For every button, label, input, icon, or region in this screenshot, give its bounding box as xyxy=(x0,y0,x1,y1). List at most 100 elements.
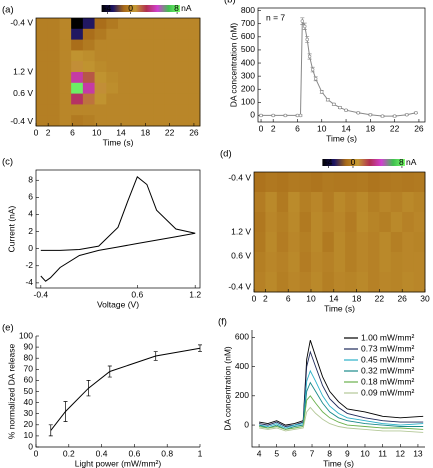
heat-cell xyxy=(129,72,142,84)
heat-cell xyxy=(276,272,289,293)
y-tick-label: 0.6 V xyxy=(231,250,251,260)
data-point xyxy=(303,24,307,29)
heat-cell xyxy=(82,104,95,116)
data-line xyxy=(40,175,196,282)
data-point xyxy=(320,90,324,94)
heat-cell xyxy=(333,252,346,273)
heat-cell xyxy=(176,115,189,127)
heat-cell xyxy=(333,172,346,193)
heat-cell xyxy=(141,115,154,127)
heat-cell xyxy=(47,18,60,30)
heat-cell xyxy=(276,172,289,193)
x-tick-label: 10 xyxy=(92,127,102,137)
heat-cell xyxy=(276,192,289,213)
heat-cell xyxy=(47,115,60,127)
heat-cell xyxy=(47,82,60,94)
heat-cell xyxy=(106,39,119,51)
heat-cell xyxy=(36,82,49,94)
x-tick-label: 18 xyxy=(352,293,362,303)
x-axis-label: Light power (mW/mm²) xyxy=(75,458,162,468)
x-tick-label: 30 xyxy=(420,293,430,303)
x-axis-label: Time (s) xyxy=(103,137,134,147)
x-tick-label: 2 xyxy=(46,127,51,137)
heat-cell xyxy=(188,18,201,30)
heat-cell xyxy=(402,232,414,253)
heat-cell xyxy=(47,72,60,84)
heat-cell xyxy=(94,93,107,105)
axes xyxy=(35,336,200,448)
x-tick-label: 10 xyxy=(317,123,327,133)
y-tick-label: 70 xyxy=(24,364,34,374)
heat-cell xyxy=(254,272,266,293)
heat-cell xyxy=(265,272,278,293)
heat-cell xyxy=(276,232,289,253)
heat-cell xyxy=(402,272,414,293)
heat-cell xyxy=(129,61,142,73)
heat-cell xyxy=(311,252,323,273)
y-tick-label: -2 xyxy=(25,260,33,270)
legend-label: 0.45 mW/mm² xyxy=(361,354,415,364)
y-tick-label: 90 xyxy=(24,341,34,351)
heat-cell xyxy=(288,252,300,273)
x-tick-label: 22 xyxy=(390,123,400,133)
heat-cell xyxy=(188,39,201,51)
y-tick-label: -0.4 V xyxy=(228,281,251,291)
heat-cell xyxy=(333,272,346,293)
y-tick-label: -0.4 V xyxy=(10,18,33,28)
y-tick-label: 0.6 V xyxy=(13,88,33,98)
y-tick-label: 200 xyxy=(235,390,249,400)
heat-cell xyxy=(141,50,154,62)
heat-cell xyxy=(176,39,189,51)
heat-cell xyxy=(254,252,266,273)
heat-cell xyxy=(345,192,357,213)
y-tick-label: 500 xyxy=(241,44,255,54)
heat-cell xyxy=(265,212,278,233)
heat-cell xyxy=(47,28,60,40)
data-point xyxy=(298,113,303,118)
x-axis-label: Time (s) xyxy=(323,458,354,468)
colorbar-tick-label: 8 nA xyxy=(399,157,417,167)
x-tick-label: 9 xyxy=(345,448,350,458)
heat-cell xyxy=(59,93,72,105)
heat-cell xyxy=(106,115,119,127)
heat-cell xyxy=(288,172,300,193)
heat-cell xyxy=(94,28,107,40)
heat-cell xyxy=(118,28,131,40)
heat-cell xyxy=(333,232,346,253)
heat-cell xyxy=(129,28,142,40)
heat-cell xyxy=(299,272,312,293)
heat-cell xyxy=(188,61,201,73)
x-tick-label: 26 xyxy=(397,293,407,303)
heat-cell xyxy=(322,212,335,233)
heat-cell xyxy=(153,93,166,105)
heat-cell xyxy=(59,72,72,84)
heat-cell xyxy=(36,61,49,73)
heat-cell xyxy=(71,115,84,127)
heat-cell xyxy=(345,212,357,233)
y-axis-label: DA concentration (nM) xyxy=(228,23,238,108)
heat-cell xyxy=(311,212,323,233)
heat-cell xyxy=(188,72,201,84)
heat-cell xyxy=(188,104,201,116)
x-tick-label: 26 xyxy=(414,123,424,133)
heat-cell xyxy=(82,39,95,51)
x-tick-label: 6 xyxy=(295,123,300,133)
heat-cell xyxy=(59,61,72,73)
heat-cell xyxy=(390,172,403,193)
heat-cell xyxy=(368,272,380,293)
heat-cell xyxy=(118,18,131,30)
heat-cell xyxy=(164,93,177,105)
heat-cell xyxy=(153,18,166,30)
error-bar xyxy=(153,351,158,361)
legend-label: 0.18 mW/mm² xyxy=(361,376,415,386)
heat-cell xyxy=(118,39,131,51)
heat-cell xyxy=(288,212,300,233)
x-tick-label: -0.4 xyxy=(33,289,48,299)
heat-cell xyxy=(368,252,380,273)
heat-cell xyxy=(129,82,142,94)
data-point xyxy=(295,113,300,118)
heat-cell xyxy=(379,252,392,273)
heat-cell xyxy=(36,93,49,105)
data-point xyxy=(313,77,318,81)
colorbar-tick-label: -4 xyxy=(104,3,112,13)
